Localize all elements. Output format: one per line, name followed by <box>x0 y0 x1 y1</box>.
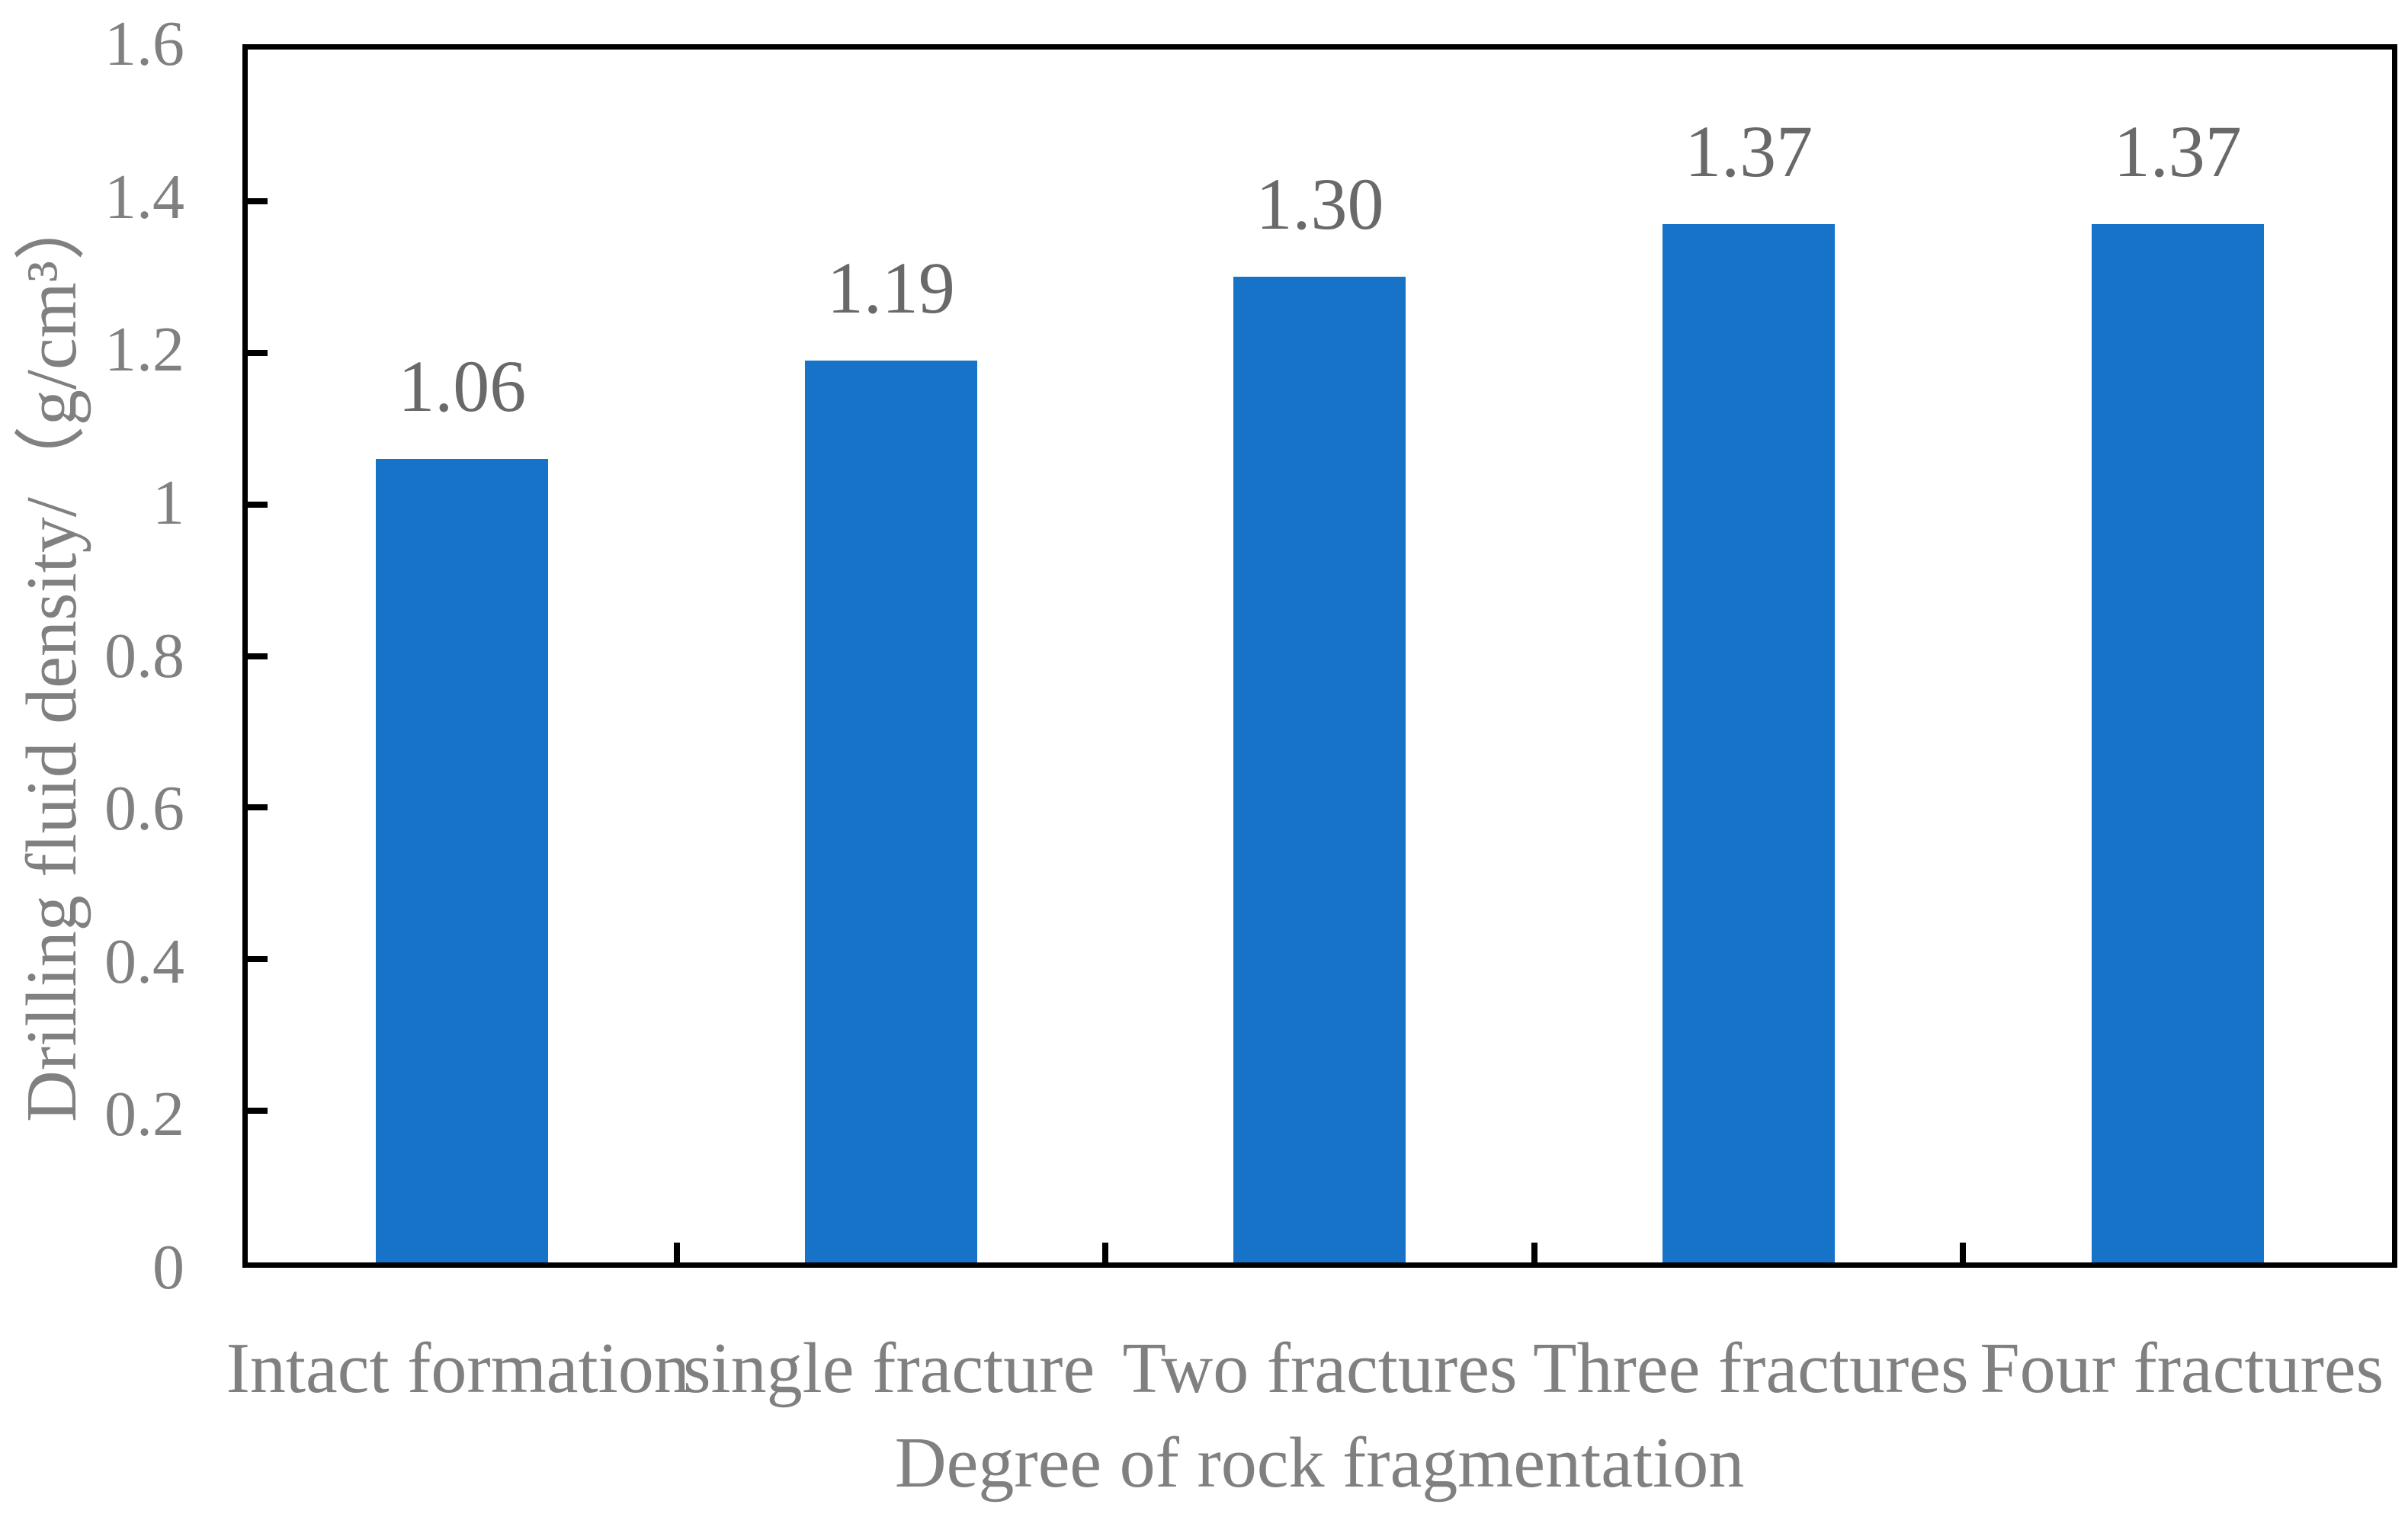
plot-area: 1.06 1.19 1.30 1.37 1.37 <box>242 44 2397 1268</box>
y-tick-label-0.6: 0.6 <box>104 773 184 845</box>
y-tick-mark <box>248 1108 268 1115</box>
x-tick-mark <box>1960 1243 1967 1262</box>
y-tick-mark <box>248 197 268 204</box>
category-slot-two-fractures: 1.30 <box>1105 50 1534 1262</box>
x-category-label: single fracture <box>682 1329 1095 1408</box>
y-tick-mark <box>248 804 268 811</box>
y-tick-label-1.2: 1.2 <box>104 314 184 386</box>
x-axis-title: Degree of rock fragmentation <box>894 1423 1745 1503</box>
category-slot-three-fractures: 1.37 <box>1534 50 1964 1262</box>
x-category-label: Intact formation <box>226 1329 690 1408</box>
category-slot-single-fracture: 1.19 <box>677 50 1106 1262</box>
x-tick-mark <box>673 1243 680 1262</box>
bar-two-fractures <box>1233 277 1406 1262</box>
bar-single-fracture <box>804 360 977 1262</box>
x-category-label: Three fractures <box>1533 1329 1969 1408</box>
y-tick-label-0: 0 <box>152 1232 184 1303</box>
bar-value-label: 1.37 <box>2113 110 2242 192</box>
bar-four-fractures <box>2091 223 2264 1262</box>
bar-value-label: 1.37 <box>1685 110 1813 192</box>
y-axis-tick-labels: 1.6 1.4 1.2 1 0.8 0.6 0.4 0.2 0 <box>0 12 184 1300</box>
y-tick-label-0.8: 0.8 <box>104 620 184 691</box>
x-category-label: Two fractures <box>1122 1329 1518 1408</box>
y-tick-label-1: 1 <box>152 467 184 538</box>
y-tick-mark <box>248 501 268 508</box>
y-tick-mark <box>248 653 268 659</box>
x-tick-mark <box>1102 1243 1109 1262</box>
y-tick-label-0.4: 0.4 <box>104 925 184 997</box>
x-category-label: Four fractures <box>1980 1329 2384 1408</box>
x-axis-category-labels: Intact formation single fracture Two fra… <box>226 1329 2397 1424</box>
bar-value-label: 1.30 <box>1255 163 1384 245</box>
bar-three-fractures <box>1663 223 1836 1262</box>
bar-value-label: 1.06 <box>398 345 527 427</box>
bar-value-label: 1.19 <box>826 246 955 329</box>
y-tick-label-0.2: 0.2 <box>104 1079 184 1150</box>
x-tick-mark <box>1531 1243 1537 1262</box>
category-slot-four-fractures: 1.37 <box>1963 50 2392 1262</box>
y-tick-label-1.4: 1.4 <box>104 161 184 233</box>
category-slot-intact-formation: 1.06 <box>248 50 677 1262</box>
bar-intact-formation <box>376 458 549 1262</box>
y-tick-label-1.6: 1.6 <box>104 8 184 79</box>
y-tick-mark <box>248 956 268 963</box>
y-tick-mark <box>248 349 268 356</box>
